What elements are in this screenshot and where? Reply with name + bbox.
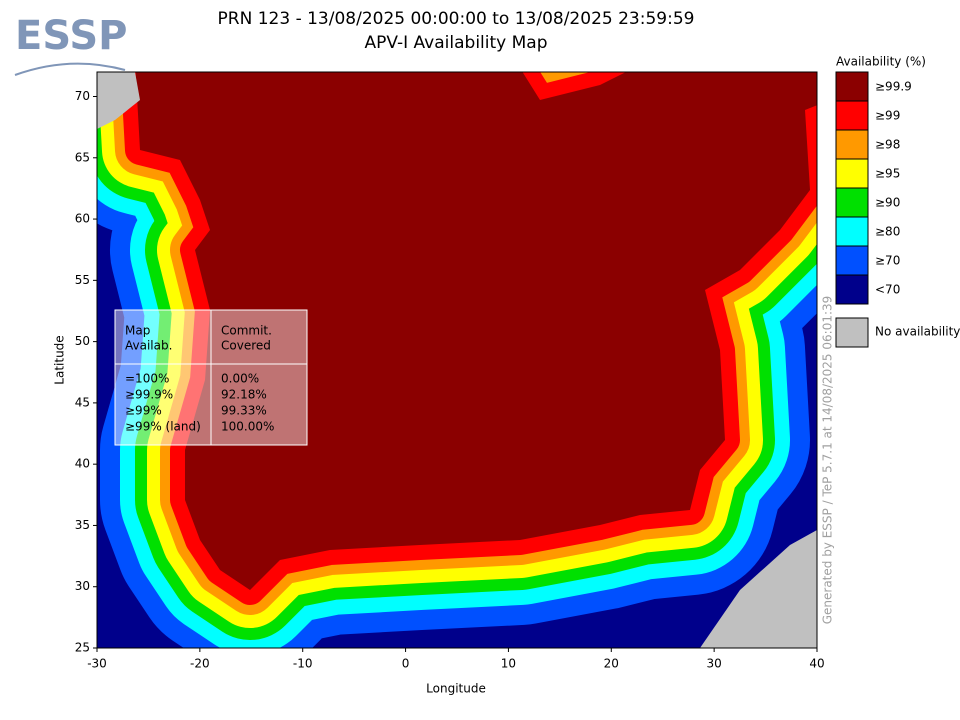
legend-label: <70 xyxy=(875,283,900,297)
table-cell: 0.00% xyxy=(221,372,259,386)
logo-arc xyxy=(14,62,126,76)
legend-swatch xyxy=(835,71,869,102)
y-tick-label: 60 xyxy=(75,212,90,226)
map xyxy=(97,72,817,648)
no-availability-area xyxy=(700,530,817,648)
table-cell: 99.33% xyxy=(221,404,267,418)
legend-swatch xyxy=(835,129,869,160)
chart-title: PRN 123 - 13/08/2025 00:00:00 to 13/08/2… xyxy=(218,9,695,29)
table-cell: =100% xyxy=(125,372,169,386)
y-tick-label: 50 xyxy=(75,334,90,348)
legend-swatch xyxy=(835,216,869,247)
legend-swatch xyxy=(835,187,869,218)
legend-swatch xyxy=(835,100,869,131)
legend-label: ≥99.9 xyxy=(875,80,912,94)
table-cell: ≥99.9% xyxy=(125,388,173,402)
table-cell: 92.18% xyxy=(221,388,267,402)
x-tick-label: 20 xyxy=(604,657,619,671)
legend-swatch xyxy=(835,317,869,348)
x-axis-label: Longitude xyxy=(426,682,486,696)
x-tick-label: -30 xyxy=(87,657,107,671)
no-availability-area xyxy=(97,72,140,129)
y-tick-label: 25 xyxy=(75,641,90,655)
stats-table xyxy=(114,309,308,446)
table-header: Covered xyxy=(221,339,271,353)
y-tick-label: 30 xyxy=(75,579,90,593)
table-cell: ≥99% xyxy=(125,404,162,418)
legend-label: ≥99 xyxy=(875,109,900,123)
legend-swatch xyxy=(835,274,869,305)
legend-swatch xyxy=(835,245,869,276)
footer: Generated by ESSP / TeP 5.7.1 at 14/08/2… xyxy=(821,296,835,625)
logo: ESSP xyxy=(15,13,127,59)
legend-label: ≥98 xyxy=(875,138,900,152)
availability-band xyxy=(135,72,817,590)
legend-label: ≥95 xyxy=(875,167,900,181)
x-tick-label: 40 xyxy=(809,657,824,671)
table-header: Map xyxy=(125,324,150,338)
legend-title: Availability (%) xyxy=(836,55,926,69)
x-tick-label: -10 xyxy=(293,657,313,671)
y-tick-label: 55 xyxy=(75,273,90,287)
table-cell: 100.00% xyxy=(221,420,274,434)
y-tick-label: 40 xyxy=(75,457,90,471)
table-header: Availab. xyxy=(125,339,172,353)
y-tick-label: 45 xyxy=(75,395,90,409)
legend-label: No availability xyxy=(875,325,960,339)
table-header: Commit. xyxy=(221,324,272,338)
legend-swatch xyxy=(835,158,869,189)
table-cell: ≥99% (land) xyxy=(125,420,201,434)
legend-label: ≥70 xyxy=(875,254,900,268)
x-tick-label: 0 xyxy=(402,657,410,671)
x-tick-label: 10 xyxy=(501,657,516,671)
chart-subtitle: APV-I Availability Map xyxy=(364,33,547,53)
y-tick-label: 65 xyxy=(75,150,90,164)
y-tick-label: 35 xyxy=(75,518,90,532)
legend-label: ≥80 xyxy=(875,225,900,239)
x-tick-label: -20 xyxy=(190,657,210,671)
y-tick-label: 70 xyxy=(75,89,90,103)
y-axis-label: Latitude xyxy=(53,335,67,384)
x-tick-label: 30 xyxy=(707,657,722,671)
legend-label: ≥90 xyxy=(875,196,900,210)
plot-frame xyxy=(96,71,818,649)
